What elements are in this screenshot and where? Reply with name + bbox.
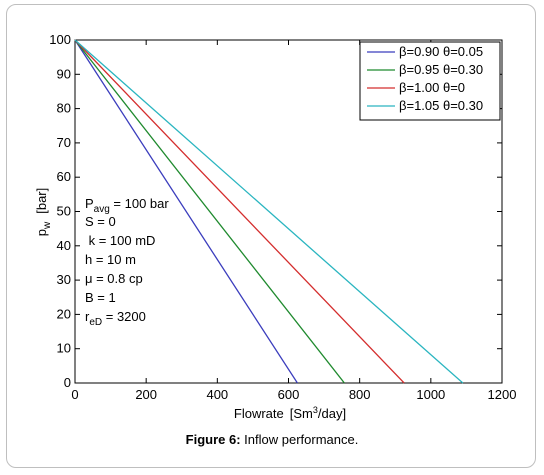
x-tick-label: 600 [278, 387, 300, 402]
y-tick-label: 90 [57, 66, 71, 81]
caption-label: Figure 6: [185, 432, 241, 447]
annotation-s: S = 0 [85, 214, 116, 229]
legend-label-4: β=1.05 θ=0.30 [399, 98, 483, 113]
x-tick-label: 400 [206, 387, 228, 402]
legend-label-3: β=1.00 θ=0 [399, 80, 465, 95]
annotation-mu: μ = 0.8 cp [85, 271, 143, 286]
x-axis-label: Flowrate [Sm3/day] [234, 405, 346, 421]
series-lines [74, 39, 464, 384]
caption-text: Inflow performance. [240, 432, 359, 447]
y-tick-label: 50 [57, 204, 71, 219]
series-line-4 [74, 39, 464, 384]
parameter-annotations: Pavg = 100 bar S = 0 k = 100 mD h = 10 m… [85, 196, 169, 328]
annotation-k: k = 100 mD [85, 233, 155, 248]
y-tick-label: 70 [57, 135, 71, 150]
legend-label-2: β=0.95 θ=0.30 [399, 62, 483, 77]
y-tick-label: 30 [57, 272, 71, 287]
y-tick-label: 40 [57, 238, 71, 253]
series-line-1 [74, 39, 298, 384]
x-tick-label: 1000 [416, 387, 445, 402]
axis-ticks: 0 200 400 600 800 1000 1200 0 10 20 30 40 50 60 70 80 90… [49, 32, 516, 402]
legend-label-1: β=0.90 θ=0.05 [399, 44, 483, 59]
y-tick-label: 60 [57, 169, 71, 184]
annotation-h: h = 10 m [85, 252, 136, 267]
x-tick-label: 0 [71, 387, 78, 402]
y-tick-label: 80 [57, 101, 71, 116]
annotation-pavg: Pavg = 100 bar [85, 196, 169, 215]
y-tick-label: 20 [57, 306, 71, 321]
y-tick-label: 100 [49, 32, 71, 47]
series-line-2 [74, 39, 345, 384]
y-tick-label: 10 [57, 341, 71, 356]
y-axis-label: pw[bar] [34, 188, 53, 236]
series-line-3 [74, 39, 405, 384]
legend-box [359, 41, 501, 121]
annotation-b: B = 1 [85, 290, 116, 305]
legend: β=0.90 θ=0.05 β=0.95 θ=0.30 β=1.00 θ=0 β=1.… [359, 41, 501, 121]
inflow-performance-chart: 0 200 400 600 800 1000 1200 0 10 20 30 40 50 60 70 80 90… [34, 32, 516, 421]
x-tick-label: 800 [349, 387, 371, 402]
x-tick-label: 200 [135, 387, 157, 402]
annotation-red: reD = 3200 [85, 309, 146, 328]
x-tick-label: 1200 [488, 387, 517, 402]
figure-caption: Figure 6: Inflow performance. [0, 432, 544, 447]
y-tick-label: 0 [64, 375, 71, 390]
